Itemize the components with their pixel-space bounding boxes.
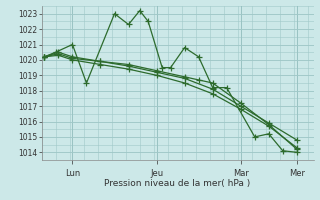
X-axis label: Pression niveau de la mer( hPa ): Pression niveau de la mer( hPa ) [104, 179, 251, 188]
